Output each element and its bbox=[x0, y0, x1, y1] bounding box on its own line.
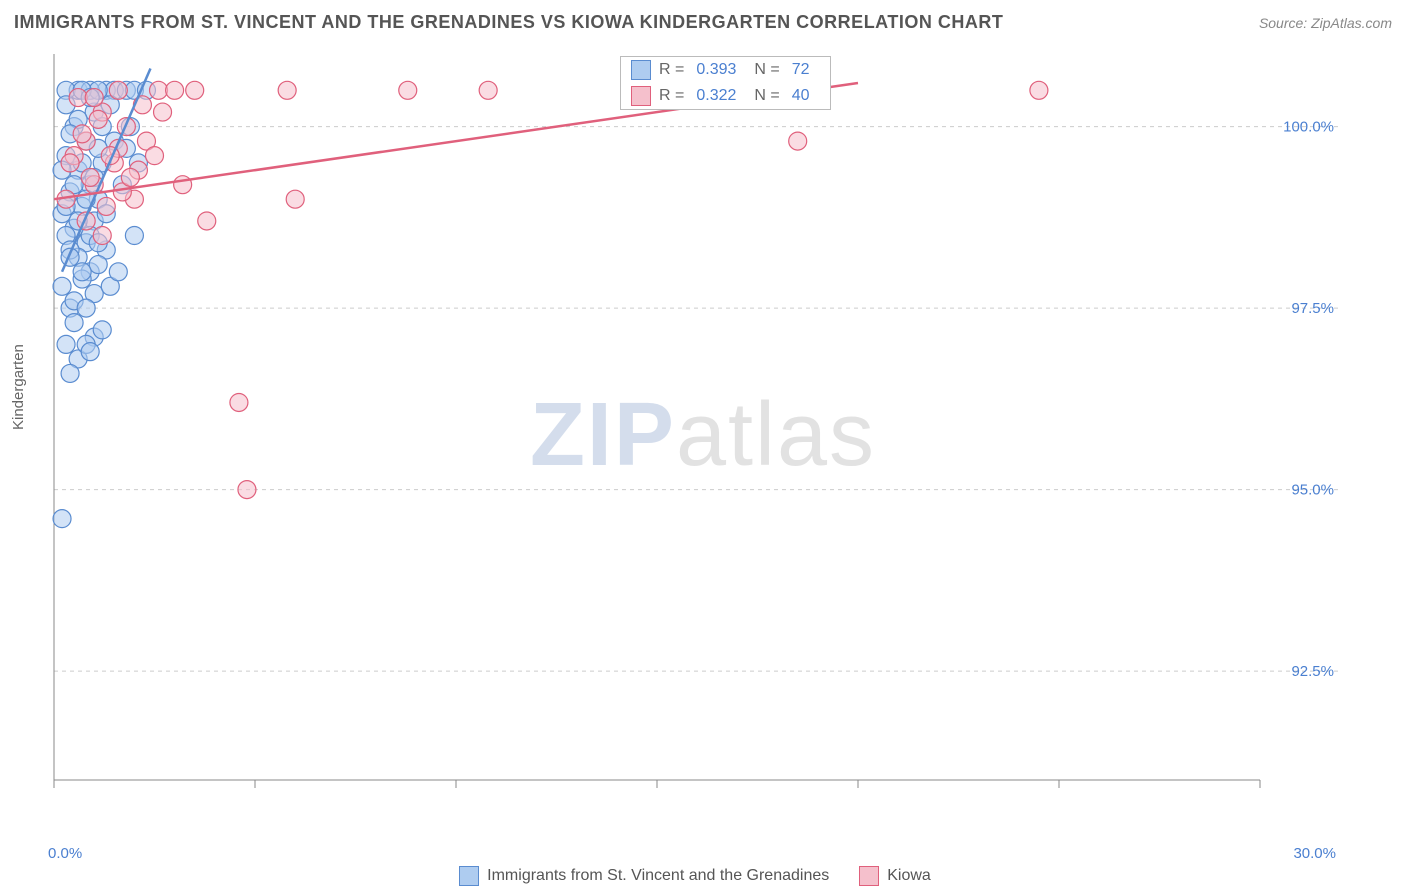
data-point bbox=[166, 81, 184, 99]
data-point bbox=[1030, 81, 1048, 99]
correlation-legend-row: R = 0.393 N = 72 bbox=[621, 57, 830, 83]
y-tick-label: 95.0% bbox=[1291, 482, 1334, 499]
x-axis-max-label: 30.0% bbox=[1293, 845, 1336, 862]
y-axis-label: Kindergarten bbox=[10, 344, 27, 430]
chart-title: IMMIGRANTS FROM ST. VINCENT AND THE GREN… bbox=[14, 12, 1003, 33]
series-legend-item: Kiowa bbox=[859, 866, 931, 886]
data-point bbox=[121, 168, 139, 186]
data-point bbox=[109, 263, 127, 281]
r-label: R = bbox=[659, 61, 684, 79]
data-point bbox=[286, 190, 304, 208]
correlation-legend: R = 0.393 N = 72 R = 0.322 N = 40 bbox=[620, 56, 831, 110]
n-value: 72 bbox=[792, 61, 810, 79]
data-point bbox=[69, 89, 87, 107]
data-point bbox=[789, 132, 807, 150]
data-point bbox=[125, 227, 143, 245]
r-value: 0.393 bbox=[696, 61, 736, 79]
data-point bbox=[65, 314, 83, 332]
series-legend-item: Immigrants from St. Vincent and the Gren… bbox=[459, 866, 829, 886]
legend-swatch bbox=[859, 866, 879, 886]
data-point bbox=[230, 393, 248, 411]
data-point bbox=[81, 343, 99, 361]
data-point bbox=[186, 81, 204, 99]
legend-swatch bbox=[459, 866, 479, 886]
data-point bbox=[61, 154, 79, 172]
data-point bbox=[57, 335, 75, 353]
data-point bbox=[77, 299, 95, 317]
data-point bbox=[85, 89, 103, 107]
data-point bbox=[93, 227, 111, 245]
data-point bbox=[81, 168, 99, 186]
data-point bbox=[479, 81, 497, 99]
data-point bbox=[150, 81, 168, 99]
data-point bbox=[53, 510, 71, 528]
data-point bbox=[89, 110, 107, 128]
data-point bbox=[198, 212, 216, 230]
plot-area: 92.5% 95.0% 97.5% 100.0% bbox=[50, 50, 1340, 810]
data-point bbox=[61, 364, 79, 382]
data-point bbox=[89, 256, 107, 274]
data-point bbox=[73, 263, 91, 281]
r-value: 0.322 bbox=[696, 87, 736, 105]
data-point bbox=[109, 81, 127, 99]
legend-swatch bbox=[631, 60, 651, 80]
data-point bbox=[278, 81, 296, 99]
data-point bbox=[93, 321, 111, 339]
y-tick-label: 100.0% bbox=[1283, 119, 1334, 136]
y-tick-label: 92.5% bbox=[1291, 663, 1334, 680]
data-point bbox=[97, 197, 115, 215]
data-point bbox=[238, 481, 256, 499]
data-point bbox=[154, 103, 172, 121]
series-legend: Immigrants from St. Vincent and the Gren… bbox=[50, 866, 1340, 886]
data-point bbox=[53, 277, 71, 295]
correlation-legend-row: R = 0.322 N = 40 bbox=[621, 83, 830, 109]
x-axis-min-label: 0.0% bbox=[48, 845, 82, 862]
legend-swatch bbox=[631, 86, 651, 106]
title-bar: IMMIGRANTS FROM ST. VINCENT AND THE GREN… bbox=[14, 12, 1392, 33]
data-point bbox=[174, 176, 192, 194]
n-value: 40 bbox=[792, 87, 810, 105]
series-legend-label: Immigrants from St. Vincent and the Gren… bbox=[487, 867, 829, 885]
series-legend-label: Kiowa bbox=[887, 867, 931, 885]
n-label: N = bbox=[754, 87, 779, 105]
data-point bbox=[399, 81, 417, 99]
y-tick-label: 97.5% bbox=[1291, 300, 1334, 317]
source-label: Source: ZipAtlas.com bbox=[1259, 15, 1392, 31]
chart-svg: 92.5% 95.0% 97.5% 100.0% bbox=[50, 50, 1340, 810]
data-point bbox=[146, 147, 164, 165]
r-label: R = bbox=[659, 87, 684, 105]
data-point bbox=[73, 125, 91, 143]
n-label: N = bbox=[754, 61, 779, 79]
